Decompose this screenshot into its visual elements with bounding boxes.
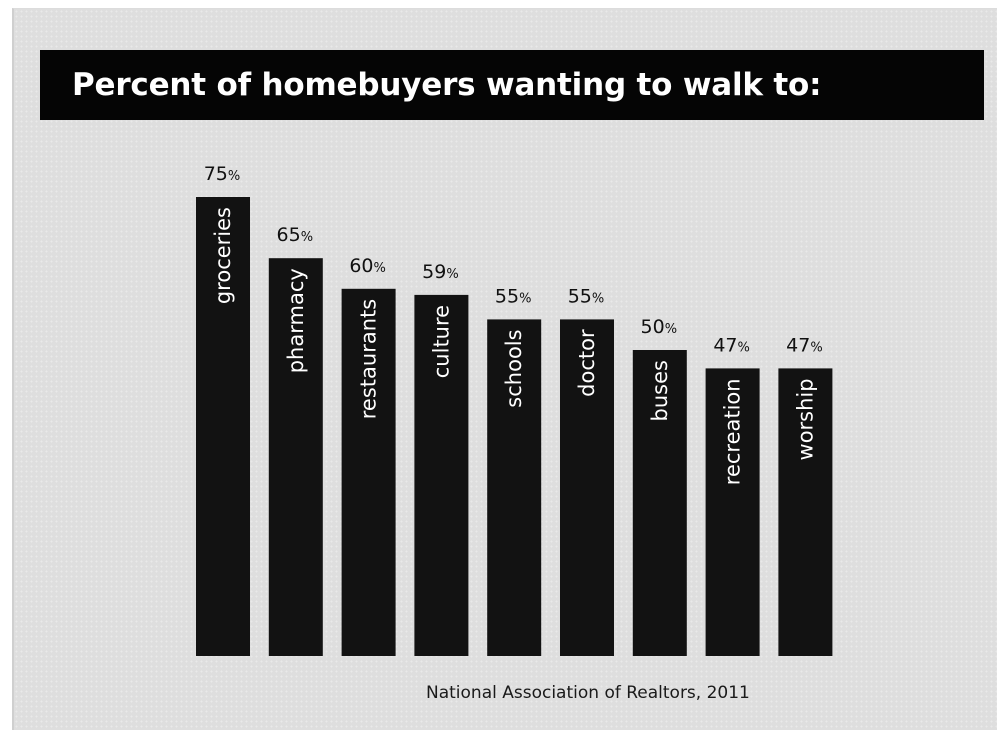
- bar-culture: [414, 294, 469, 656]
- bar-label-groceries: groceries: [211, 207, 235, 304]
- bar-schools: [487, 319, 542, 656]
- bar-label-schools: schools: [502, 329, 526, 407]
- bar-group-recreation: recreation 47%: [705, 334, 760, 656]
- bar-label-doctor: doctor: [575, 329, 599, 397]
- bar-label-recreation: recreation: [721, 378, 745, 485]
- bar-group-buses: buses 50%: [632, 316, 687, 656]
- value-label-groceries: 75%: [204, 163, 241, 185]
- title-bar: Percent of homebuyers wanting to walk to…: [40, 50, 984, 120]
- value-label-pharmacy: 65%: [277, 224, 314, 246]
- value-label-recreation: 47%: [713, 334, 750, 356]
- bar-group-pharmacy: pharmacy 65%: [268, 224, 323, 656]
- value-label-schools: 55%: [495, 285, 532, 307]
- value-label-buses: 50%: [641, 316, 678, 338]
- bar-group-worship: worship 47%: [778, 334, 833, 656]
- bar-group-doctor: doctor 55%: [560, 285, 614, 656]
- chart-title: Percent of homebuyers wanting to walk to…: [72, 67, 822, 103]
- bar-label-worship: worship: [793, 378, 817, 460]
- bar-pharmacy: [268, 258, 323, 656]
- bar-group-culture: culture 59%: [414, 261, 469, 656]
- bar-label-restaurants: restaurants: [357, 299, 381, 419]
- value-label-restaurants: 60%: [349, 255, 386, 277]
- bar-restaurants: [341, 288, 396, 656]
- source-note: National Association of Realtors, 2011: [426, 683, 750, 703]
- bar-group-schools: schools 55%: [487, 285, 542, 656]
- value-label-culture: 59%: [422, 261, 459, 283]
- bar-worship: [778, 368, 833, 656]
- bar-doctor: [560, 319, 614, 656]
- bar-group-restaurants: restaurants 60%: [341, 255, 396, 656]
- value-label-worship: 47%: [786, 334, 823, 356]
- bar-recreation: [705, 368, 760, 656]
- bar-buses: [632, 350, 687, 656]
- bar-groceries: [196, 197, 250, 656]
- bar-label-buses: buses: [648, 360, 672, 421]
- bar-label-pharmacy: pharmacy: [284, 268, 308, 373]
- bar-label-culture: culture: [429, 305, 453, 378]
- bar-group-groceries: groceries 75%: [196, 163, 250, 656]
- value-label-doctor: 55%: [568, 285, 605, 307]
